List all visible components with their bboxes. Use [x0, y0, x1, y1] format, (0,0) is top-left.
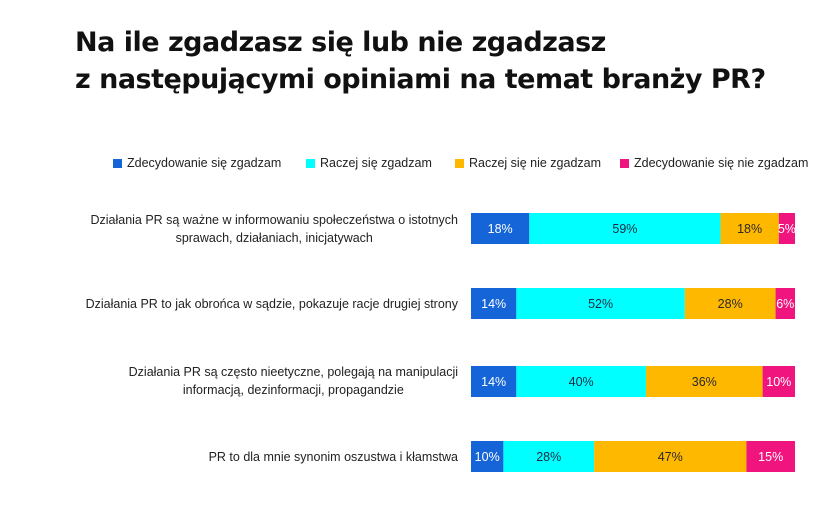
bar-segment — [594, 441, 747, 472]
chart-title-line-1: Na ile zgadzasz się lub nie zgadzasz — [75, 27, 606, 58]
data-label: 18% — [488, 222, 513, 236]
category-label-line: sprawach, działaniach, inicjatywach — [175, 231, 373, 245]
data-label: 6% — [776, 297, 794, 311]
bar-segment — [762, 366, 795, 397]
legend-swatch — [620, 158, 629, 168]
data-label: 14% — [481, 297, 506, 311]
chart-title-line-2: z następującymi opiniami na temat branży… — [75, 64, 766, 95]
category-label: Działania PR to jak obrońca w sądzie, po… — [86, 295, 458, 313]
category-label: Działania PR są często nieetyczne, poleg… — [129, 363, 458, 399]
chart-title: Na ile zgadzasz się lub nie zgadzasz z n… — [75, 24, 766, 98]
bar-segment — [471, 441, 504, 472]
legend-item: Raczej się zgadzam — [306, 156, 432, 170]
data-label: 47% — [658, 450, 683, 464]
bar-segment — [516, 288, 685, 319]
legend-swatch — [455, 158, 464, 168]
data-label: 59% — [612, 222, 637, 236]
legend-item: Raczej się nie zgadzam — [455, 156, 601, 170]
data-label: 15% — [758, 450, 783, 464]
bar-segment — [684, 288, 776, 319]
bar-segment — [720, 213, 779, 244]
data-label: 10% — [475, 450, 500, 464]
bar-segment — [471, 288, 517, 319]
data-label: 14% — [481, 375, 506, 389]
bar-segment — [778, 213, 795, 244]
data-label: 36% — [692, 375, 717, 389]
legend-label: Zdecydowanie się zgadzam — [127, 156, 282, 170]
data-label: 28% — [718, 297, 743, 311]
legend-swatch — [306, 158, 315, 168]
bar-segment — [746, 441, 795, 472]
category-label-line: PR to dla mnie synonim oszustwa i kłamst… — [208, 450, 458, 464]
bar-segment — [471, 213, 530, 244]
category-label-line: Działania PR są często nieetyczne, poleg… — [128, 365, 458, 379]
data-label: 18% — [737, 222, 762, 236]
bar-segment — [645, 366, 763, 397]
legend-item: Zdecydowanie się zgadzam — [113, 156, 281, 170]
bar-segment — [516, 366, 646, 397]
category-label: Działania PR są ważne w informowaniu spo… — [90, 211, 458, 247]
legend-label: Raczej się zgadzam — [320, 156, 432, 170]
bar-segment — [775, 288, 795, 319]
category-label-line: Działania PR są ważne w informowaniu spo… — [90, 213, 458, 227]
category-label-line: informacją, dezinformacji, propagandzie — [182, 383, 404, 397]
bar-segment — [471, 366, 517, 397]
category-label-line: Działania PR to jak obrońca w sądzie, po… — [85, 297, 458, 311]
data-label: 28% — [536, 450, 561, 464]
legend-label: Raczej się nie zgadzam — [469, 156, 602, 170]
bar-segment — [529, 213, 721, 244]
legend-label: Zdecydowanie się nie zgadzam — [634, 156, 809, 170]
category-label: PR to dla mnie synonim oszustwa i kłamst… — [209, 448, 458, 466]
data-label: 40% — [569, 375, 594, 389]
legend-swatch — [113, 158, 122, 168]
bar-segment — [503, 441, 595, 472]
legend-item: Zdecydowanie się nie zgadzam — [620, 156, 808, 170]
data-label: 52% — [588, 297, 613, 311]
data-label: 10% — [766, 375, 791, 389]
data-label: 5% — [778, 222, 796, 236]
